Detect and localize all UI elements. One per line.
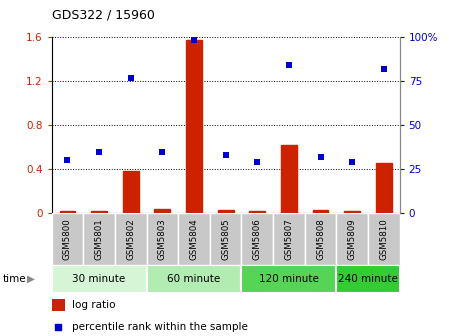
Bar: [210, 213, 242, 265]
Point: [317, 154, 324, 160]
Bar: [336, 213, 368, 265]
Text: GSM5806: GSM5806: [253, 218, 262, 260]
Bar: [123, 171, 139, 213]
Text: GSM5808: GSM5808: [316, 218, 325, 260]
Text: ▶: ▶: [27, 274, 35, 284]
Bar: [218, 210, 233, 213]
Bar: [178, 213, 210, 265]
Text: GSM5807: GSM5807: [284, 218, 293, 260]
Text: GSM5802: GSM5802: [126, 218, 135, 260]
Point: [64, 158, 71, 163]
Point: [159, 149, 166, 154]
Point: [380, 66, 387, 72]
Text: GSM5803: GSM5803: [158, 218, 167, 260]
Text: GSM5800: GSM5800: [63, 218, 72, 260]
Point: [190, 38, 198, 43]
Text: GSM5810: GSM5810: [379, 218, 388, 260]
Bar: [281, 145, 297, 213]
Point: [96, 149, 103, 154]
Bar: [83, 213, 115, 265]
Bar: [91, 211, 107, 213]
Text: GSM5805: GSM5805: [221, 218, 230, 260]
Bar: [344, 211, 360, 213]
Point: [254, 160, 261, 165]
Point: [348, 160, 356, 165]
Bar: [146, 213, 178, 265]
Text: GSM5804: GSM5804: [189, 218, 198, 260]
Point: [285, 62, 292, 68]
Bar: [376, 163, 392, 213]
Text: log ratio: log ratio: [72, 300, 115, 310]
Text: 240 minute: 240 minute: [338, 274, 398, 284]
Point: [222, 153, 229, 158]
Bar: [154, 209, 170, 213]
Bar: [52, 213, 83, 265]
Bar: [186, 40, 202, 213]
Bar: [368, 213, 400, 265]
Text: 120 minute: 120 minute: [259, 274, 319, 284]
Bar: [242, 265, 336, 293]
Bar: [249, 211, 265, 213]
Text: time: time: [2, 274, 26, 284]
Bar: [52, 265, 146, 293]
Text: GSM5809: GSM5809: [348, 219, 357, 260]
Point: [127, 75, 134, 80]
Bar: [60, 211, 75, 213]
Text: 60 minute: 60 minute: [167, 274, 220, 284]
Bar: [305, 213, 336, 265]
Point: [55, 324, 62, 330]
Text: percentile rank within the sample: percentile rank within the sample: [72, 322, 248, 332]
Bar: [336, 265, 400, 293]
Text: 30 minute: 30 minute: [72, 274, 126, 284]
Text: GDS322 / 15960: GDS322 / 15960: [52, 9, 154, 22]
Bar: [146, 265, 242, 293]
Bar: [115, 213, 146, 265]
Bar: [242, 213, 273, 265]
Text: GSM5801: GSM5801: [95, 218, 104, 260]
Bar: [52, 299, 65, 311]
Bar: [273, 213, 305, 265]
Bar: [313, 210, 328, 213]
